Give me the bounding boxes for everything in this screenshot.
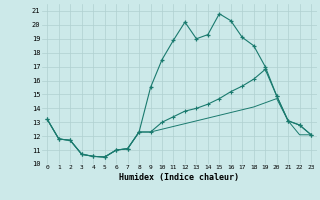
X-axis label: Humidex (Indice chaleur): Humidex (Indice chaleur) bbox=[119, 173, 239, 182]
